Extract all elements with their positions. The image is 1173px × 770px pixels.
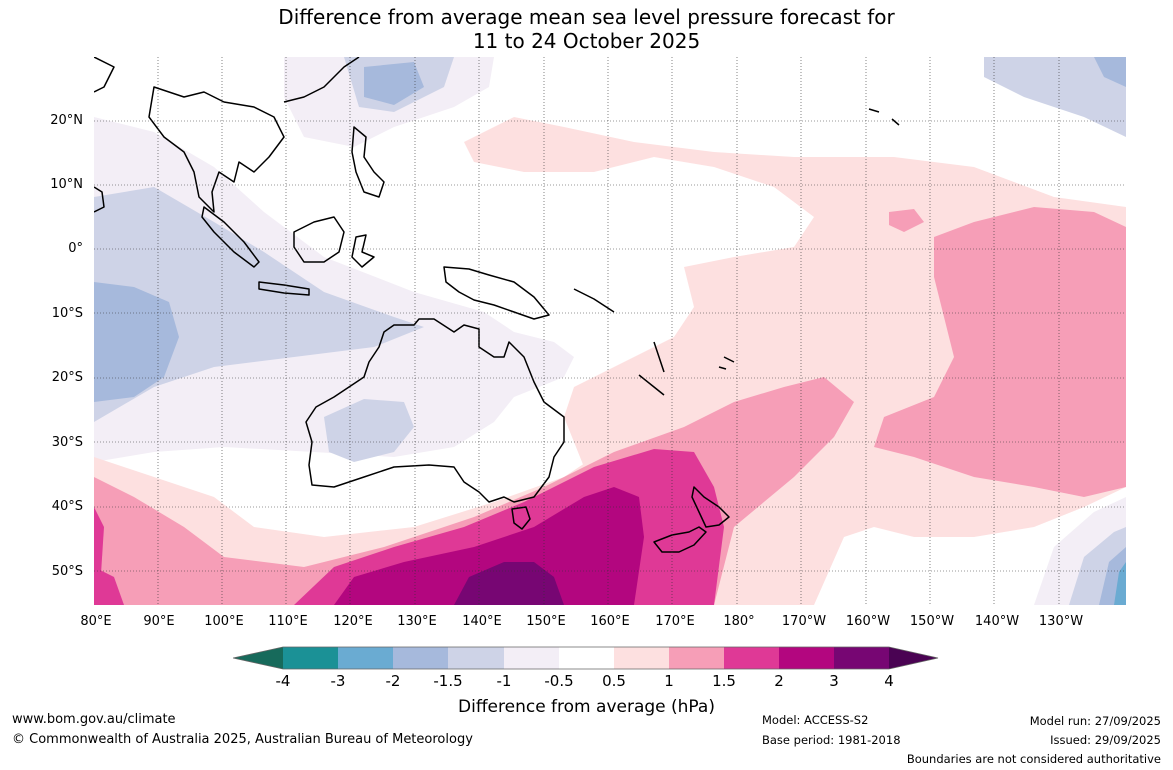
lat-label-20n: 20°N — [50, 113, 83, 128]
fiji-islands — [718, 356, 735, 370]
anomaly-region-pos-strong-west-2 — [94, 567, 124, 605]
lon-label-120e: 120°E — [333, 614, 373, 629]
colorbar-tick-label: -1.5 — [433, 672, 463, 690]
lat-label-0: 0° — [68, 241, 83, 256]
colorbar-tick-label: 0.5 — [602, 672, 626, 690]
lon-label-130w: 130°W — [1038, 614, 1084, 629]
philippines-coastline — [351, 126, 385, 198]
colorbar-seg-7 — [614, 647, 669, 669]
boundaries-disclaimer: Boundaries are not considered authoritat… — [906, 752, 1161, 766]
new-caledonia — [638, 374, 665, 396]
lon-label-140w: 140°W — [974, 614, 1020, 629]
lon-label-130e: 130°E — [397, 614, 437, 629]
new-zealand-south-island — [653, 526, 707, 553]
lat-label-40s: 40°S — [51, 499, 83, 514]
lon-label-160e: 160°E — [590, 614, 630, 629]
lon-label-100e: 100°E — [204, 614, 244, 629]
australia-coastline — [305, 318, 565, 503]
colorbar-seg-6 — [559, 647, 614, 669]
colorbar — [233, 646, 939, 670]
anomaly-region-neg-aus — [324, 399, 414, 462]
colorbar-outline — [233, 646, 939, 670]
colorbar-tick-label: -1 — [496, 672, 512, 690]
lon-label-170e: 170°E — [655, 614, 695, 629]
colorbar-tick-label: -3 — [330, 672, 346, 690]
lat-label-10n: 10°N — [50, 177, 83, 192]
colorbar-seg-0 — [233, 647, 283, 669]
anomaly-region-neg-se-4 — [1114, 562, 1126, 605]
colorbar-seg-11 — [834, 647, 889, 669]
website-link[interactable]: www.bom.gov.au/climate — [12, 712, 176, 727]
indochina-coastline — [148, 86, 285, 213]
pressure-anomaly-map — [94, 57, 1126, 605]
lon-label-110e: 110°E — [268, 614, 308, 629]
anomaly-region-pos-med-east — [874, 207, 1126, 497]
colorbar-seg-3 — [393, 647, 448, 669]
map-canvas — [94, 57, 1126, 605]
lon-label-90e: 90°E — [143, 614, 175, 629]
colorbar-tick-label: 3 — [829, 672, 839, 690]
lon-label-150e: 150°E — [526, 614, 566, 629]
anomaly-region-neg-ne — [984, 57, 1126, 137]
lon-label-180: 180° — [723, 614, 755, 629]
hawaii-islands — [868, 108, 900, 126]
new-zealand-north-island — [691, 486, 730, 528]
colorbar-tick-label: 1.5 — [712, 672, 736, 690]
colorbar-seg-10 — [779, 647, 834, 669]
graticule — [94, 57, 1126, 605]
sulawesi-coastline — [351, 234, 375, 268]
lat-label-30s: 30°S — [51, 435, 83, 450]
lon-label-140e: 140°E — [462, 614, 502, 629]
colorbar-seg-5 — [504, 647, 559, 669]
lat-label-10s: 10°S — [51, 306, 83, 321]
copyright-text: © Commonwealth of Australia 2025, Austra… — [12, 732, 473, 747]
title-line-2: 11 to 24 October 2025 — [472, 29, 701, 53]
colorbar-seg-4 — [448, 647, 504, 669]
lon-label-170w: 170°W — [781, 614, 827, 629]
colorbar-seg-12 — [889, 647, 938, 669]
vanuatu-islands — [653, 341, 665, 373]
colorbar-tick-label: 4 — [884, 672, 894, 690]
lon-label-80e: 80°E — [80, 614, 112, 629]
colorbar-seg-8 — [669, 647, 724, 669]
anomaly-region-neg-ne-2 — [1094, 57, 1126, 87]
base-period: Base period: 1981-2018 — [762, 733, 901, 747]
anomaly-region-pos-3 — [334, 487, 644, 605]
anomaly-region-neg-north-3 — [364, 62, 424, 105]
lat-label-50s: 50°S — [51, 564, 83, 579]
lon-label-150w: 150°W — [909, 614, 955, 629]
issued-date: Issued: 29/09/2025 — [1050, 733, 1161, 747]
anomaly-region-neg-west-2 — [94, 187, 424, 422]
india-coastline — [94, 57, 115, 93]
anomaly-region-neg-west — [94, 117, 574, 462]
tasmania-coastline — [511, 506, 531, 530]
sri-lanka-coastline — [94, 186, 105, 213]
lat-label-20s: 20°S — [51, 370, 83, 385]
new-guinea-coastline — [443, 266, 550, 320]
java-coastline — [258, 281, 310, 296]
coastlines — [94, 57, 900, 553]
colorbar-seg-1 — [283, 647, 338, 669]
lon-label-160w: 160°W — [845, 614, 891, 629]
colorbar-tick-label: -0.5 — [544, 672, 574, 690]
map-title: Difference from average mean sea level p… — [0, 5, 1173, 53]
colorbar-tick-label: -2 — [385, 672, 401, 690]
model-name: Model: ACCESS-S2 — [762, 713, 869, 727]
solomon-islands — [573, 288, 615, 313]
colorbar-label: Difference from average (hPa) — [458, 697, 715, 717]
china-coastline — [283, 57, 360, 103]
anomaly-region-pos-med-2 — [889, 209, 924, 232]
model-run-date: Model run: 27/09/2025 — [1029, 714, 1161, 728]
colorbar-seg-9 — [724, 647, 779, 669]
colorbar-tick-label: -4 — [275, 672, 291, 690]
anomaly-region-pos-4 — [454, 562, 564, 605]
sumatra-coastline — [201, 206, 260, 268]
title-line-1: Difference from average mean sea level p… — [278, 5, 895, 29]
colorbar-tick-label: 1 — [664, 672, 674, 690]
colorbar-tick-label: 2 — [774, 672, 784, 690]
anomaly-fields — [94, 57, 1126, 605]
borneo-coastline — [293, 216, 345, 263]
colorbar-seg-2 — [338, 647, 393, 669]
